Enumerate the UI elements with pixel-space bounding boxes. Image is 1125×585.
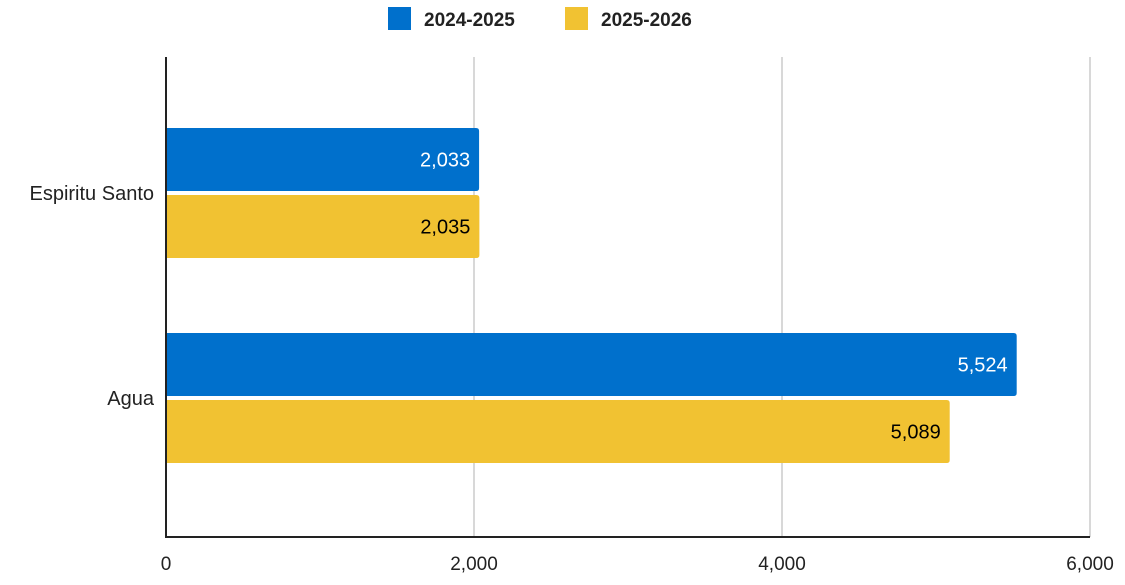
bar [166,333,1017,396]
x-tick-label: 4,000 [758,554,806,575]
bar-value-label: 5,524 [958,355,1008,377]
y-category-label: Espiritu Santo [29,183,154,205]
legend-label: 2025-2026 [601,10,692,31]
x-tick-label: 6,000 [1066,554,1114,575]
gridlines [473,57,1091,537]
bar-value-label: 2,035 [420,217,470,239]
bar-value-label: 5,089 [891,422,941,444]
bar [166,195,480,258]
legend: 2024-2025 2025-2026 [388,7,692,31]
legend-swatch [388,7,411,30]
legend-swatch [565,7,588,30]
bars: 2,033 2,035 5,524 5,089 [166,128,1017,463]
y-category-label: Agua [107,388,155,410]
bar-value-label: 2,033 [420,150,470,172]
x-tick-label: 0 [161,554,172,575]
bar [166,400,950,463]
x-tick-label: 2,000 [450,554,498,575]
axes: 0 2,000 4,000 6,000 Espiritu Santo Agua [29,57,1114,575]
bar [166,128,480,191]
legend-label: 2024-2025 [424,10,515,31]
